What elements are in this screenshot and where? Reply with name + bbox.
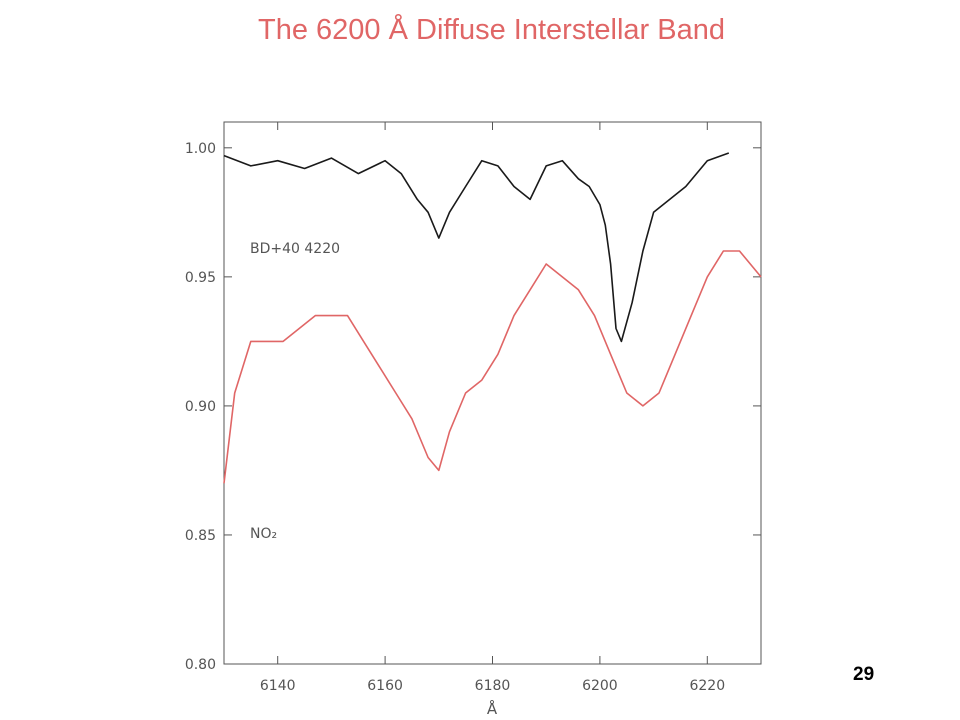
y-tick-label: 0.80	[185, 657, 216, 673]
y-tick-label: 0.85	[185, 528, 216, 544]
series-line-lab	[223, 250, 762, 484]
y-tick-label: 0.90	[185, 399, 216, 415]
plot-frame	[223, 121, 762, 665]
y-axis: 0.80 0.85 0.90 0.95 1.00	[185, 141, 761, 673]
series-layer	[223, 152, 762, 484]
x-tick-label: 6180	[475, 678, 511, 694]
slide-title: The 6200 Å Diffuse Interstellar Band	[258, 14, 725, 46]
y-tick-label: 1.00	[185, 141, 216, 157]
y-tick-label: 0.95	[185, 270, 216, 286]
x-tick-label: 6220	[689, 678, 725, 694]
series-label-lab: NO₂	[250, 526, 277, 542]
slide-number: 29	[853, 664, 875, 685]
series-label-stellar: BD+40 4220	[250, 241, 340, 257]
x-axis-title: Å	[487, 699, 498, 718]
series-line-stellar	[223, 152, 730, 343]
x-tick-label: 6160	[367, 678, 403, 694]
x-tick-label: 6200	[582, 678, 618, 694]
x-axis: 6140 6160 6180 6200 6220	[260, 122, 725, 694]
x-tick-label: 6140	[260, 678, 296, 694]
